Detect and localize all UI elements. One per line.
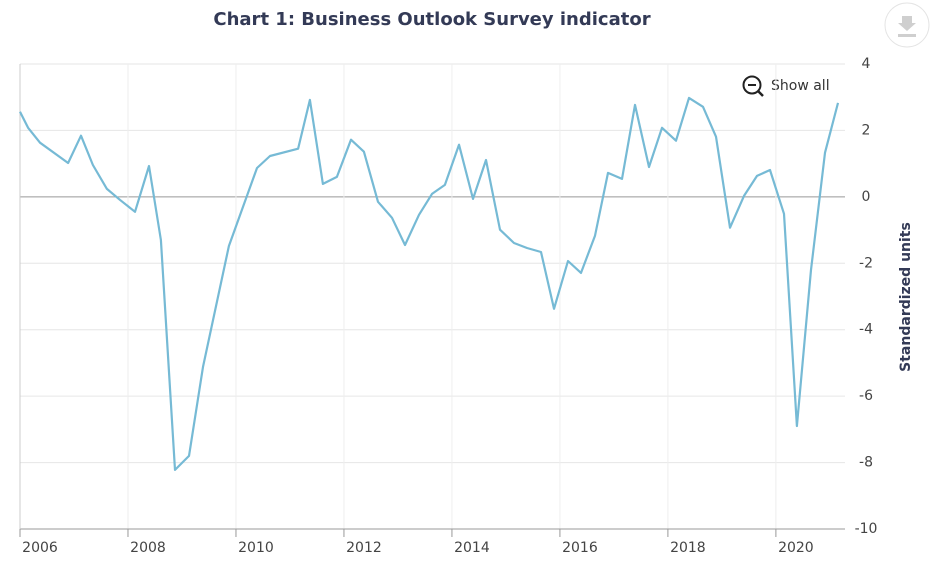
zoom-icon-handle[interactable]	[757, 90, 764, 97]
x-tick-label: 2020	[778, 540, 814, 556]
x-tick-label: 2008	[130, 540, 166, 556]
zoom-icon[interactable]	[742, 75, 762, 95]
download-icon[interactable]	[898, 16, 916, 37]
data-line	[19, 96, 840, 471]
y-tick-label: 2	[862, 122, 871, 138]
x-tick-label: 2018	[670, 540, 706, 556]
x-tick-label: 2016	[562, 540, 598, 556]
y-tick-label: -6	[859, 388, 873, 404]
y-tick-label: 0	[862, 189, 871, 205]
y-tick-label: -8	[859, 455, 873, 471]
y-tick-label: -2	[859, 255, 873, 271]
y-axis-title: Standardized units	[898, 222, 914, 372]
download-button[interactable]	[884, 2, 930, 48]
x-tick-label: 2006	[22, 540, 58, 556]
chart-title: Chart 1: Business Outlook Survey indicat…	[213, 9, 650, 30]
show-all-button[interactable]: Show all	[771, 78, 830, 94]
y-tick-label: -4	[859, 322, 873, 338]
x-tick-label: 2012	[346, 540, 382, 556]
y-tick-label: -10	[855, 521, 878, 537]
reset-zoom[interactable]: Show all	[742, 75, 830, 97]
x-tick-label: 2010	[238, 540, 274, 556]
x-tick-label: 2014	[454, 540, 490, 556]
y-tick-label: 4	[862, 56, 871, 72]
